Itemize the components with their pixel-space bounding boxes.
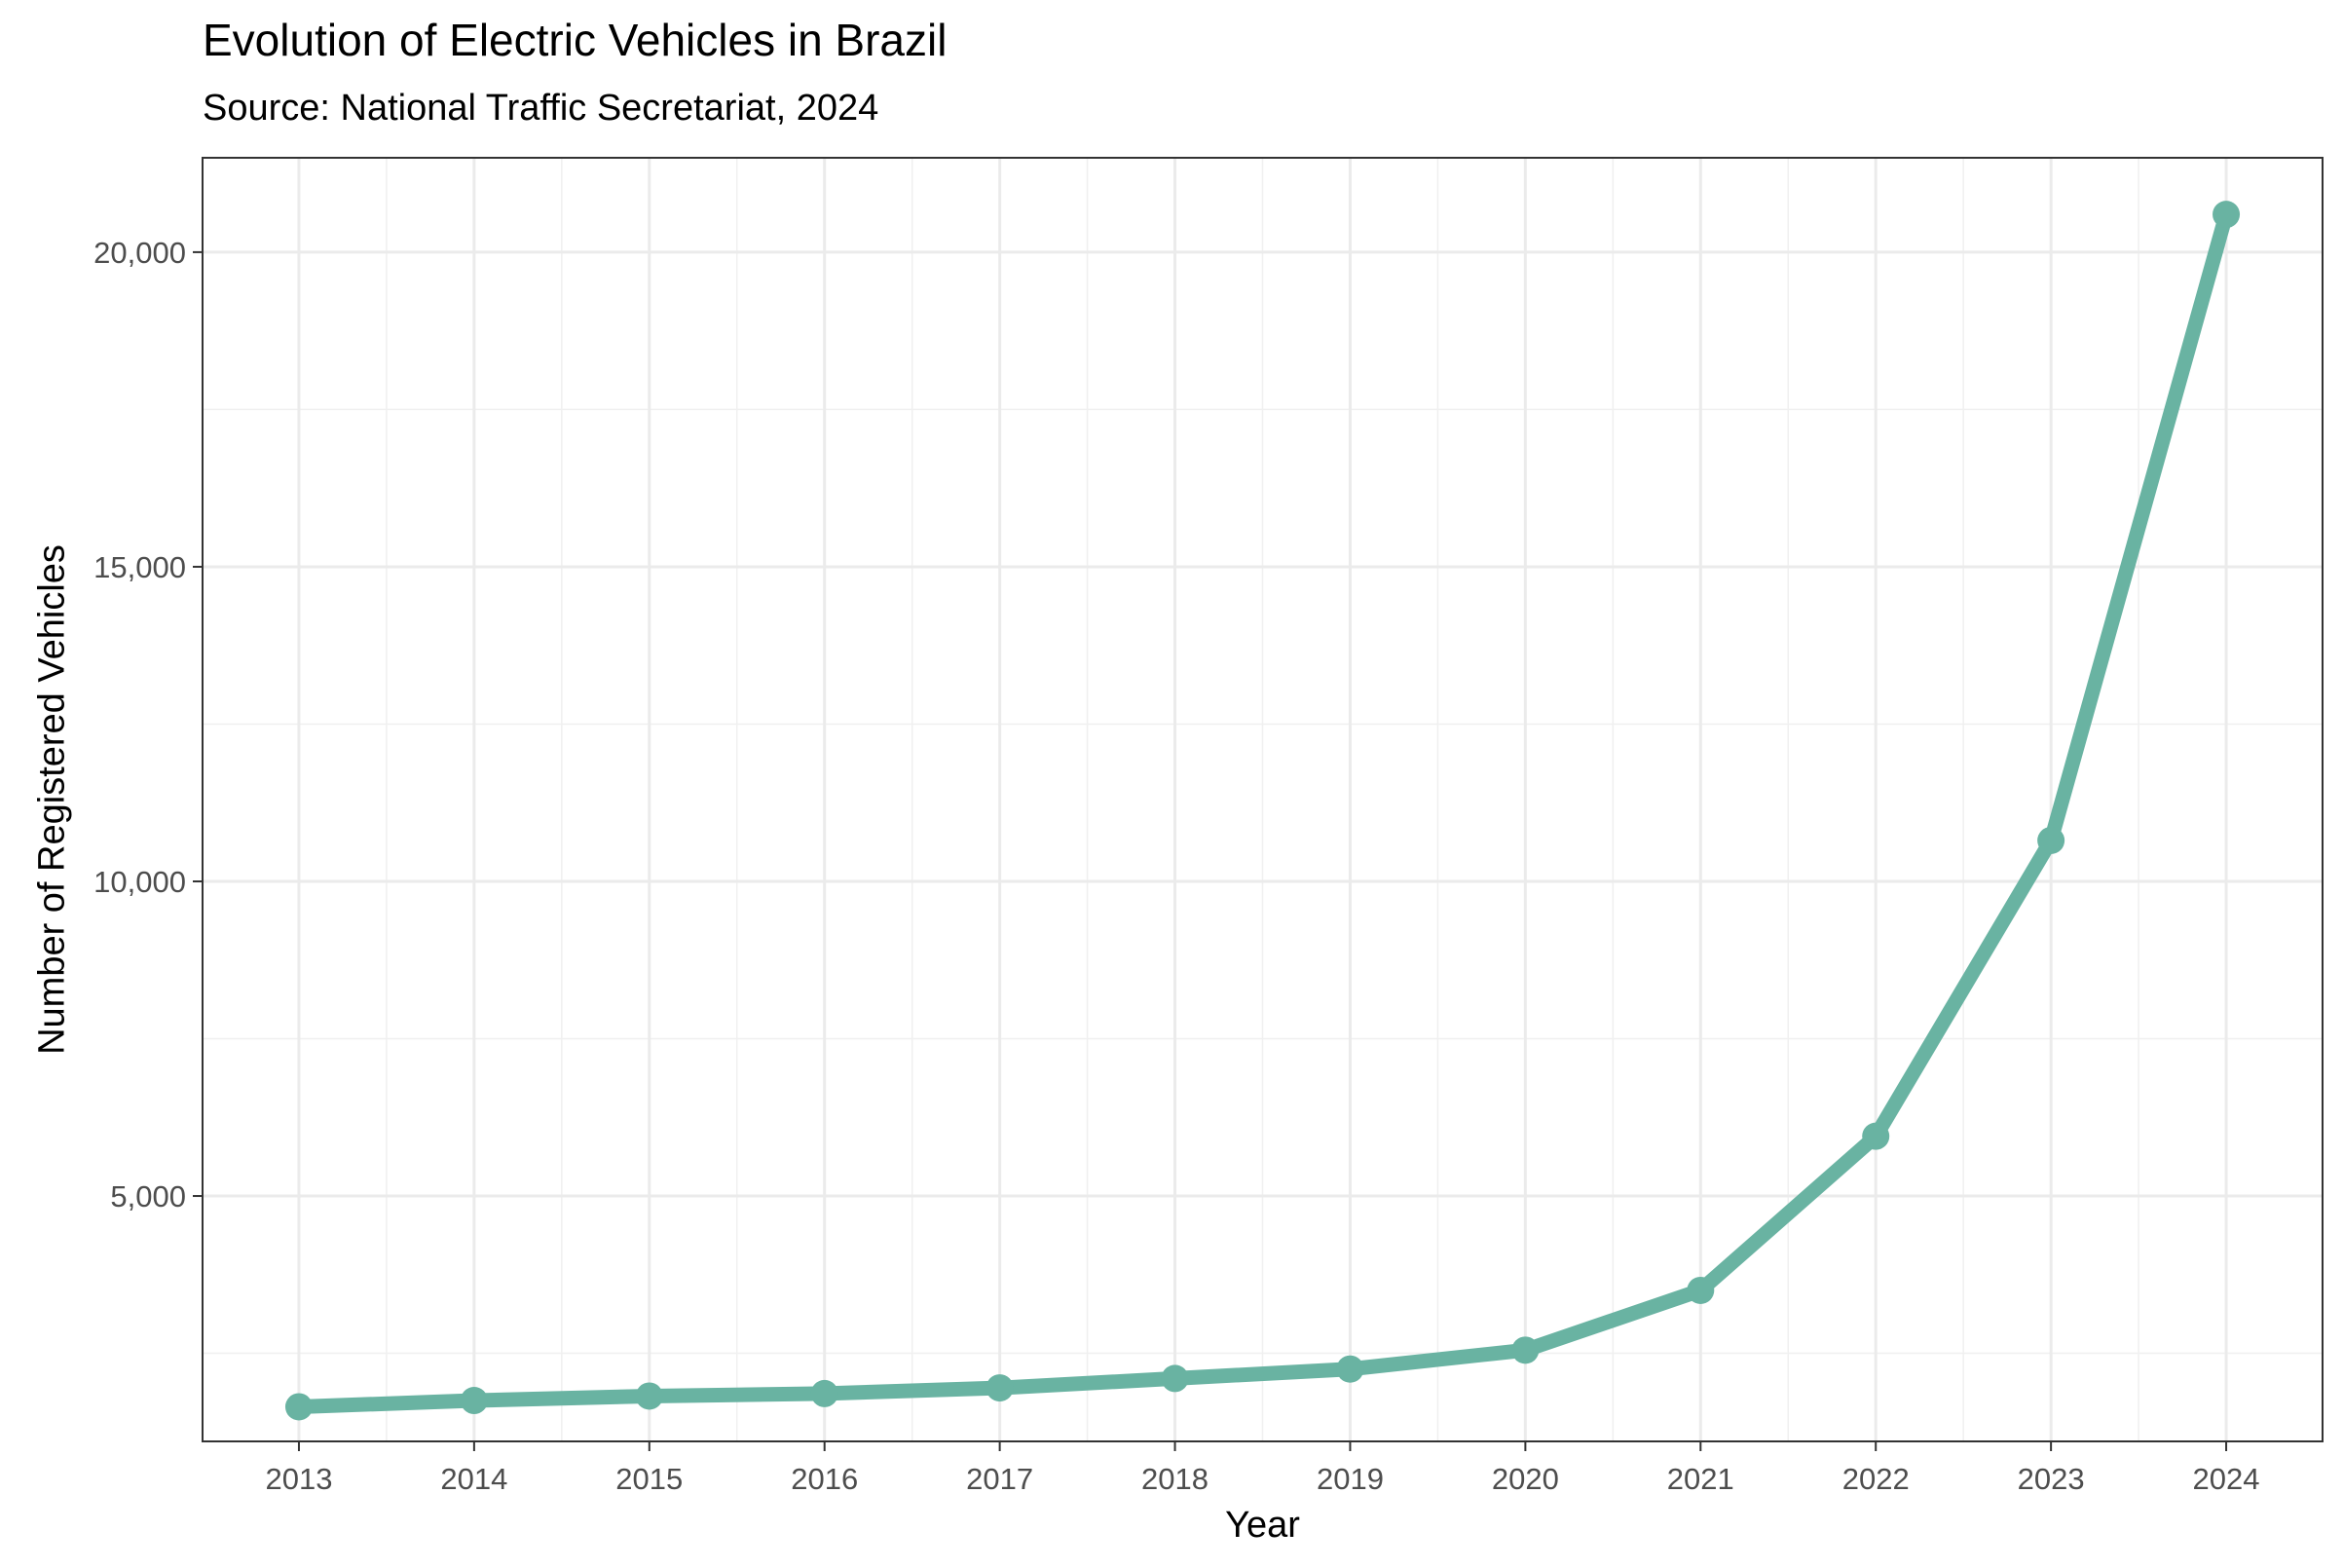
chart-title: Evolution of Electric Vehicles in Brazil bbox=[203, 15, 948, 65]
y-axis-ticks: 5,000 10,000 15,000 20,000 bbox=[93, 236, 203, 1213]
x-tick-label: 2019 bbox=[1317, 1462, 1384, 1496]
data-point bbox=[1336, 1355, 1364, 1383]
data-point bbox=[1161, 1364, 1189, 1393]
x-tick-label: 2018 bbox=[1141, 1462, 1209, 1496]
data-point bbox=[1511, 1336, 1540, 1364]
x-tick-label: 2023 bbox=[2018, 1462, 2085, 1496]
x-tick-label: 2016 bbox=[791, 1462, 858, 1496]
minor-gridlines bbox=[203, 158, 2323, 1441]
data-point bbox=[1862, 1122, 1890, 1150]
y-tick-label: 10,000 bbox=[93, 865, 186, 899]
chart-subtitle: Source: National Traffic Secretariat, 20… bbox=[203, 88, 879, 129]
y-axis-title: Number of Registered Vehicles bbox=[31, 544, 72, 1055]
x-axis-ticks: 2013 2014 2015 2016 2017 2018 2019 2020 2021 2022… bbox=[265, 1441, 2260, 1496]
y-tick-label: 5,000 bbox=[110, 1179, 186, 1213]
data-point bbox=[810, 1379, 838, 1407]
plot-border bbox=[202, 157, 2324, 1442]
x-tick-label: 2021 bbox=[1667, 1462, 1734, 1496]
data-points bbox=[284, 201, 2241, 1421]
x-tick-label: 2017 bbox=[966, 1462, 1033, 1496]
x-tick-label: 2020 bbox=[1492, 1462, 1559, 1496]
data-point bbox=[460, 1387, 488, 1415]
data-point bbox=[986, 1374, 1014, 1402]
major-gridlines bbox=[203, 158, 2323, 1441]
x-tick-label: 2015 bbox=[615, 1462, 683, 1496]
y-tick-label: 15,000 bbox=[93, 550, 186, 584]
data-point bbox=[2037, 826, 2065, 854]
data-point bbox=[635, 1382, 663, 1410]
x-tick-label: 2013 bbox=[265, 1462, 332, 1496]
y-tick-label: 20,000 bbox=[93, 236, 186, 270]
x-tick-label: 2014 bbox=[440, 1462, 507, 1496]
x-tick-label: 2022 bbox=[1842, 1462, 1910, 1496]
x-axis-title: Year bbox=[1225, 1505, 1300, 1546]
data-point bbox=[2213, 201, 2241, 229]
series-line bbox=[291, 206, 2234, 1414]
data-point bbox=[1687, 1276, 1715, 1304]
x-tick-label: 2024 bbox=[2193, 1462, 2260, 1496]
data-point bbox=[284, 1393, 313, 1421]
